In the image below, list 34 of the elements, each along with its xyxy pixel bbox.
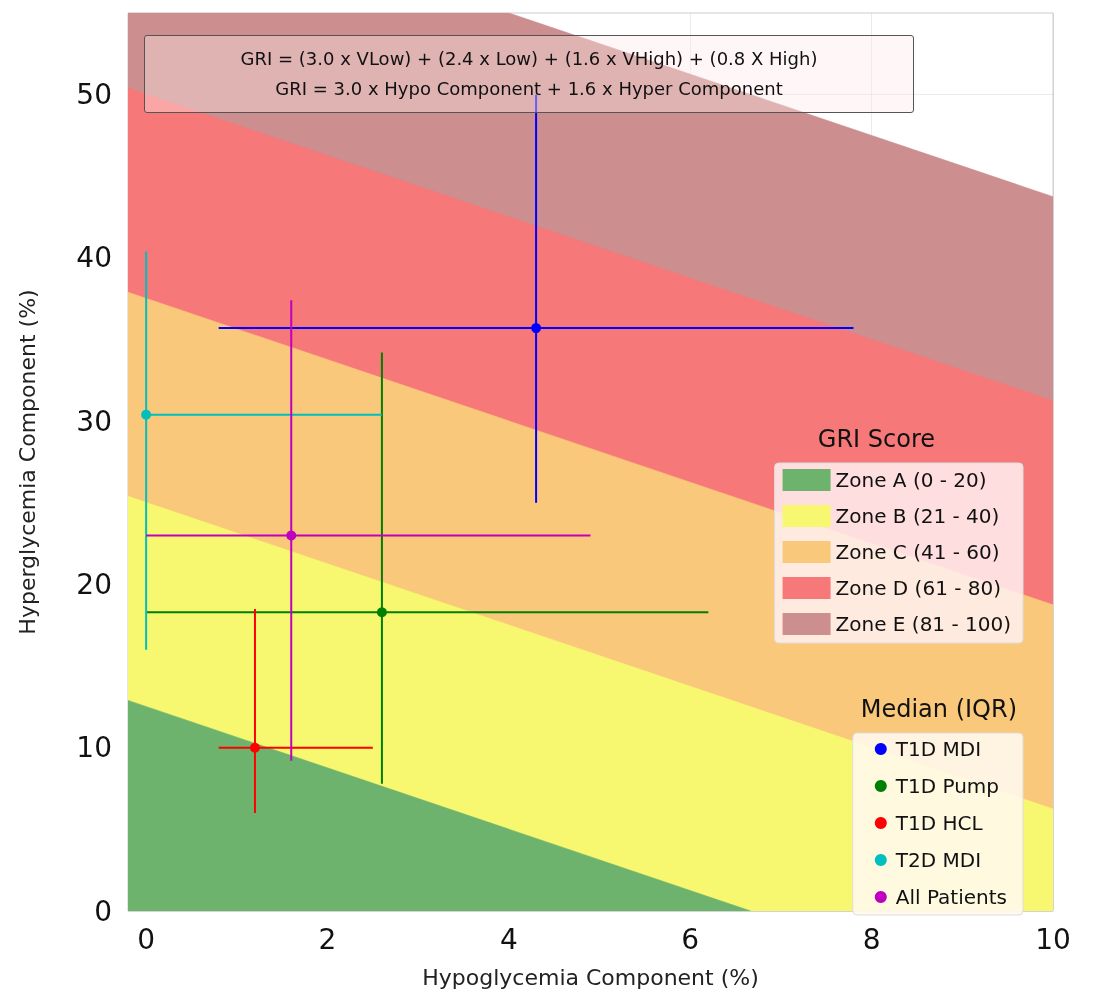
x-tick-label: 8	[862, 922, 881, 956]
y-tick-label: 0	[94, 894, 112, 928]
legend-label: T1D MDI	[894, 737, 982, 761]
formula-box: GRI = (3.0 x VLow) + (2.4 x Low) + (1.6 x VHigh) + (0.8 X High) GRI = 3.0 x Hypo Component + 1.6 x Hyper Component	[144, 35, 914, 113]
y-tick-label: 20	[76, 567, 112, 601]
legend-label: T1D HCL	[894, 811, 984, 835]
legend-label: Zone B (21 - 40)	[835, 504, 1000, 528]
y-tick-label: 10	[76, 731, 112, 765]
point	[249, 742, 260, 753]
legend-label: Zone A (0 - 20)	[835, 468, 987, 492]
annotation: GRI = (3.0 x VLow) + (2.4 x Low) + (1.6 x VHigh) + (0.8 X High)	[239, 47, 819, 71]
point	[286, 530, 297, 541]
x-tick-label: 2	[318, 922, 337, 956]
y-axis-title: Hyperglycemia Component (%)	[14, 289, 40, 635]
y-tick-label: 50	[76, 78, 112, 112]
x-axis-title: Hypoglycemia Component (%)	[422, 964, 759, 990]
point	[531, 323, 542, 334]
x-tick-label: 4	[499, 922, 518, 956]
legend-label: All Patients	[895, 885, 1008, 909]
point	[376, 607, 387, 618]
x-tick-label: 10	[1035, 922, 1071, 956]
legend-label: Zone E (81 - 100)	[835, 612, 1012, 636]
legend-label: Zone C (41 - 60)	[835, 540, 1000, 564]
x-tick-label: 0	[137, 922, 156, 956]
x-tick-label: 6	[681, 922, 700, 956]
legend-label: T1D Pump	[894, 774, 1000, 798]
annotation: Median (IQR)	[860, 695, 1017, 723]
legend-label: Zone D (61 - 80)	[835, 576, 1002, 600]
annotation: GRI = 3.0 x Hypo Component + 1.6 x Hyper Component	[274, 77, 784, 101]
legend-label: T2D MDI	[894, 848, 982, 872]
y-tick-label: 30	[76, 404, 112, 438]
y-tick-label: 40	[76, 241, 112, 275]
point	[141, 409, 152, 420]
legend-title: GRI Score	[817, 425, 935, 453]
